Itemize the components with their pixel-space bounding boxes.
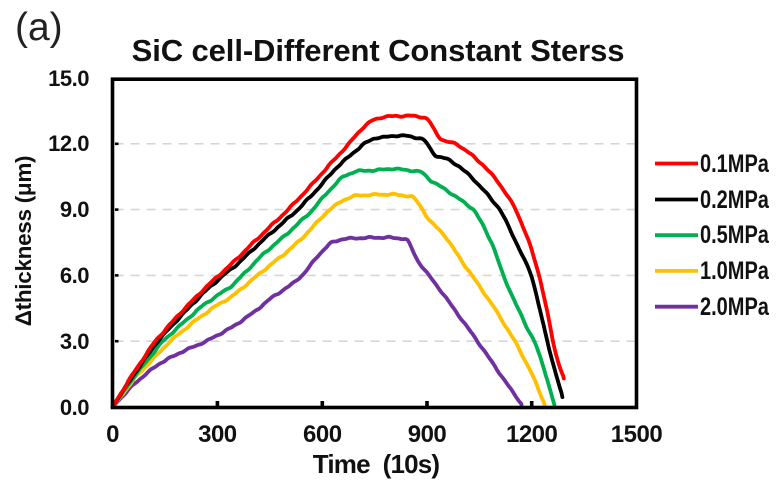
- svg-text:Δthickness (μm): Δthickness (μm): [11, 156, 36, 326]
